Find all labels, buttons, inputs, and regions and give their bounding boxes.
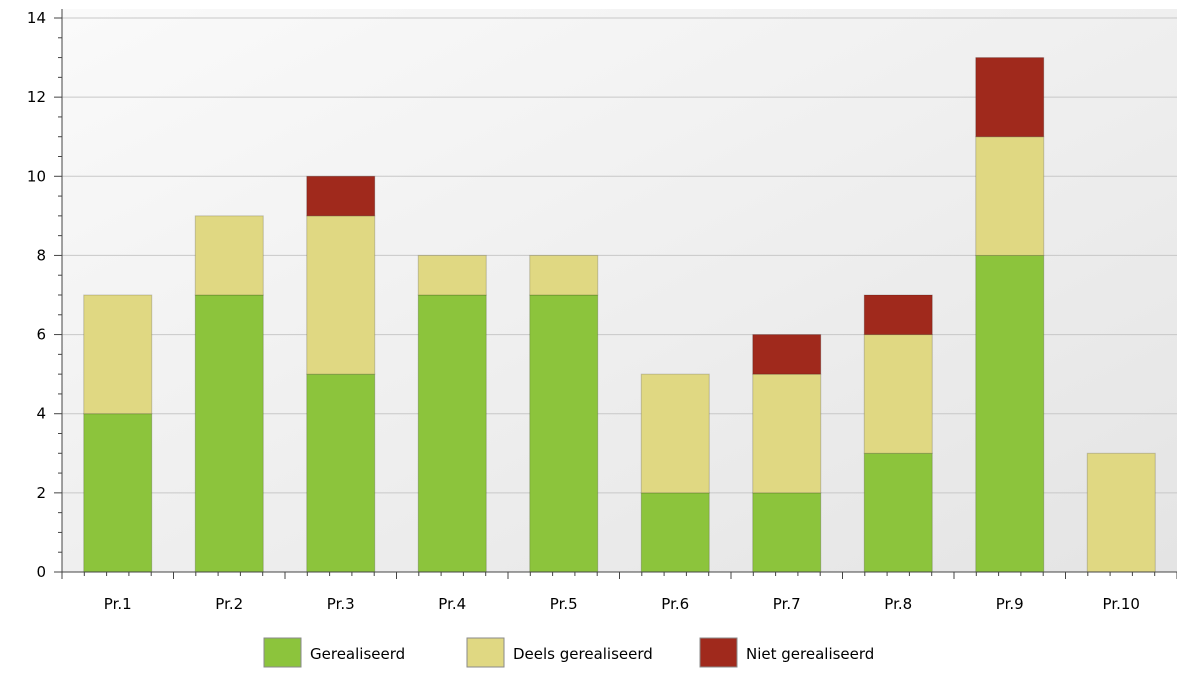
bar-segment [306, 175, 376, 217]
bar-segment [640, 373, 710, 494]
y-tick-label: 12 [27, 88, 46, 106]
legend-label: Gerealiseerd [310, 645, 405, 663]
x-tick-label: Pr.5 [550, 595, 578, 613]
bar-segment [752, 373, 822, 494]
legend-label: Deels gerealiseerd [513, 645, 653, 663]
bar-segment [975, 136, 1045, 256]
y-tick-label: 2 [36, 484, 46, 502]
y-tick-label: 8 [36, 246, 46, 264]
x-tick-label: Pr.8 [884, 595, 912, 613]
x-tick-label: Pr.4 [438, 595, 466, 613]
legend-swatch [699, 637, 738, 668]
legend: Gerealiseerd Deels gerealiseerd Niet gerea… [263, 637, 874, 668]
x-tick-label: Pr.2 [215, 595, 243, 613]
bar-segment [863, 294, 933, 336]
legend-label: Niet gerealiseerd [746, 645, 874, 663]
bar-segment [417, 254, 487, 296]
x-tick-label: Pr.10 [1103, 595, 1140, 613]
bar-segment [194, 215, 264, 296]
legend-swatch [466, 637, 505, 668]
x-tick-label: Pr.1 [104, 595, 132, 613]
bar-segment [640, 492, 710, 573]
bar-segment [417, 294, 487, 573]
bar-segment [306, 373, 376, 573]
x-tick-label: Pr.9 [996, 595, 1024, 613]
y-tick-label: 10 [27, 167, 46, 185]
x-tick-label: Pr.3 [327, 595, 355, 613]
y-tick-label: 0 [36, 563, 46, 581]
legend-swatch [263, 637, 302, 668]
bar-segment [975, 57, 1045, 138]
bar-segment [863, 334, 933, 454]
y-tick-label: 4 [36, 405, 46, 423]
x-tick-label: Pr.7 [773, 595, 801, 613]
bar-segment [752, 492, 822, 573]
bar-segment [83, 294, 153, 415]
axes: 0 2 4 6 8 10 12 14 Pr.1 Pr.2 Pr.3 Pr.4 Pr.5 Pr.6 Pr.7 P… [27, 9, 1177, 613]
bar-segment [194, 294, 264, 573]
bar-segment [83, 413, 153, 573]
y-tick-label: 14 [27, 9, 46, 27]
bar-segment [863, 452, 933, 573]
bar-segment [529, 294, 599, 573]
bar-segment [752, 334, 822, 375]
x-tick-label: Pr.6 [661, 595, 689, 613]
bar-segment [1086, 452, 1156, 573]
bar-segment [529, 254, 599, 296]
bar-segment [975, 254, 1045, 573]
y-tick-label: 6 [36, 326, 46, 344]
bar-segment [306, 215, 376, 375]
